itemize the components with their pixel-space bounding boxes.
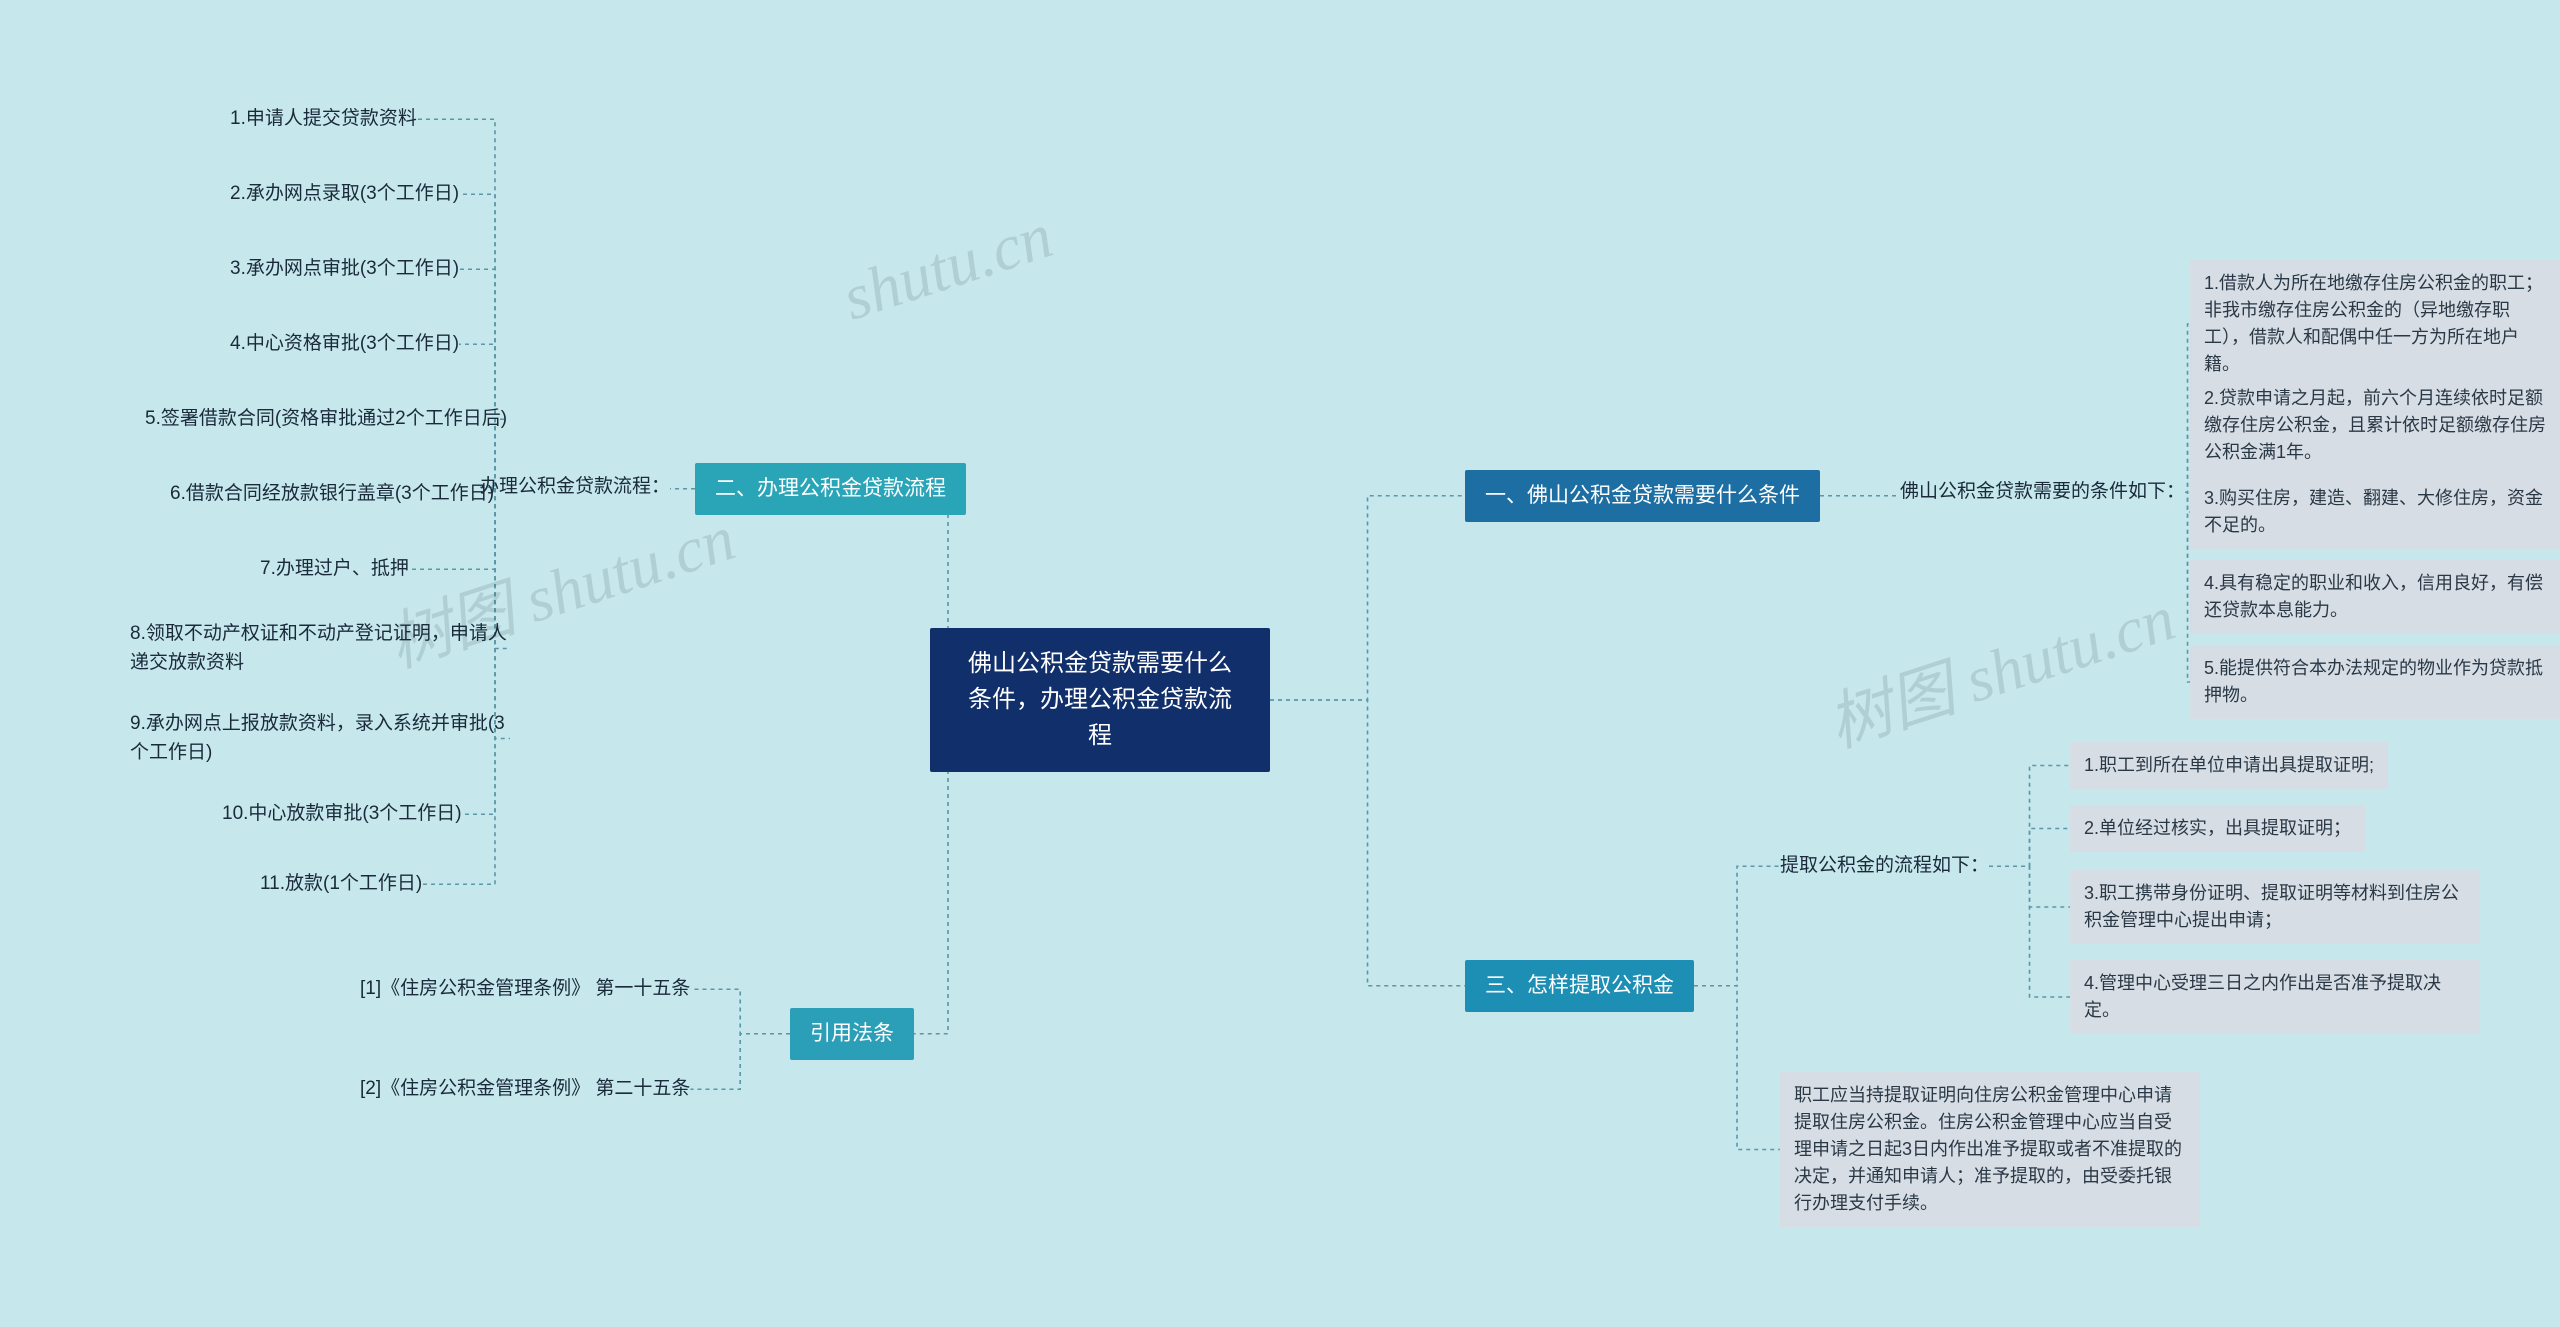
process-step-6: 6.借款合同经放款银行盖章(3个工作日) [170,480,494,509]
branch-conditions-label: 一、佛山公积金贷款需要什么条件 [1485,484,1800,507]
law-ref-2: [2]《住房公积金管理条例》 第二十五条 [360,1075,690,1104]
condition-item-4: 4.具有稳定的职业和收入，信用良好，有偿还贷款本息能力。 [2190,560,2560,634]
process-step-11: 11.放款(1个工作日) [260,870,422,899]
process-step-9: 9.承办网点上报放款资料，录入系统并审批(3个工作日) [130,710,510,767]
branch-process-label: 二、办理公积金贷款流程 [715,477,946,500]
process-step-10: 10.中心放款审批(3个工作日) [222,800,462,829]
condition-item-5: 5.能提供符合本办法规定的物业作为贷款抵押物。 [2190,645,2560,719]
condition-item-2: 2.贷款申请之月起，前六个月连续依时足额缴存住房公积金，且累计依时足额缴存住房公… [2190,375,2560,476]
branch-withdraw: 三、怎样提取公积金 [1465,960,1694,1012]
withdraw-step-1: 1.职工到所在单位申请出具提取证明; [2070,742,2388,789]
process-step-3: 3.承办网点审批(3个工作日) [230,255,459,284]
root-node: 佛山公积金贷款需要什么条件，办理公积金贷款流程 [930,628,1270,772]
branch-conditions-subhead: 佛山公积金贷款需要的条件如下： [1900,478,2185,507]
process-step-5: 5.签署借款合同(资格审批通过2个工作日后) [145,405,507,434]
watermark-3: 树图 shutu.cn [1815,567,2185,765]
condition-item-3: 3.购买住房，建造、翻建、大修住房，资金不足的。 [2190,475,2560,549]
process-step-7: 7.办理过户、抵押 [260,555,409,584]
root-label: 佛山公积金贷款需要什么条件，办理公积金贷款流程 [968,650,1232,749]
withdraw-step-2: 2.单位经过核实，出具提取证明； [2070,805,2365,852]
branch-laws: 引用法条 [790,1008,914,1060]
branch-process: 二、办理公积金贷款流程 [695,463,966,515]
watermark-2: shutu.cn [834,199,1061,336]
branch-withdraw-label: 三、怎样提取公积金 [1485,974,1674,997]
process-step-1: 1.申请人提交贷款资料 [230,105,417,134]
withdraw-step-4: 4.管理中心受理三日之内作出是否准予提取决定。 [2070,960,2480,1034]
process-step-8: 8.领取不动产权证和不动产登记证明，申请人递交放款资料 [130,620,510,677]
branch-laws-label: 引用法条 [810,1022,894,1045]
process-step-2: 2.承办网点录取(3个工作日) [230,180,459,209]
withdraw-step-3: 3.职工携带身份证明、提取证明等材料到住房公积金管理中心提出申请； [2070,870,2480,944]
branch-conditions: 一、佛山公积金贷款需要什么条件 [1465,470,1820,522]
condition-item-1: 1.借款人为所在地缴存住房公积金的职工；非我市缴存住房公积金的（异地缴存职工），… [2190,260,2560,388]
withdraw-note: 职工应当持提取证明向住房公积金管理中心申请提取住房公积金。住房公积金管理中心应当… [1780,1072,2200,1227]
branch-withdraw-subhead: 提取公积金的流程如下： [1780,852,1989,881]
process-step-4: 4.中心资格审批(3个工作日) [230,330,459,359]
law-ref-1: [1]《住房公积金管理条例》 第一十五条 [360,975,690,1004]
branch-process-subhead: 办理公积金贷款流程： [480,473,670,502]
